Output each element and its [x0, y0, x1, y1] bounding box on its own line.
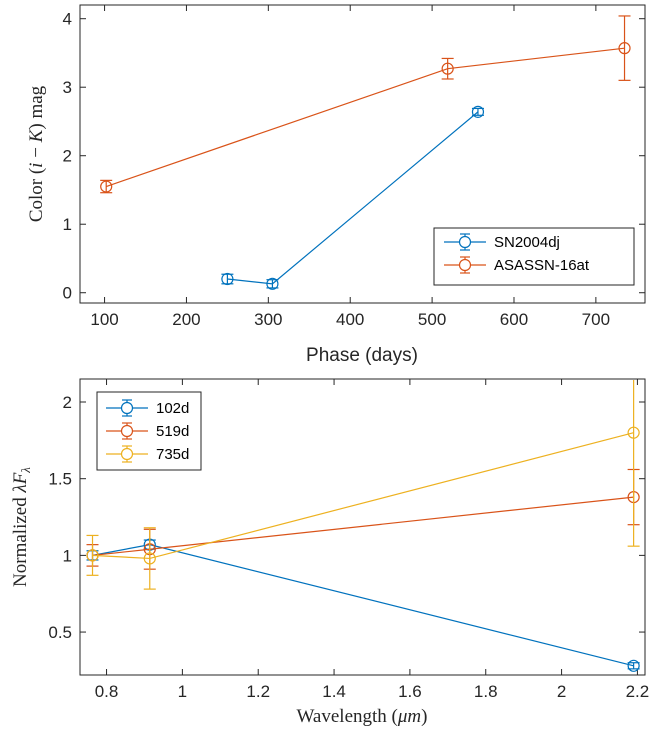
- x-tick-label: 1.8: [474, 682, 498, 701]
- data-point: [471, 105, 485, 118]
- y-axis-label-italic: λF: [10, 472, 31, 493]
- series-group: [100, 15, 631, 290]
- x-axis-label: Wavelength (μm): [297, 706, 428, 727]
- y-axis-label: Color (i − K) mag: [26, 85, 47, 222]
- x-tick-label: 1.4: [322, 682, 346, 701]
- y-axis-label-subscript: λ: [18, 467, 33, 474]
- x-tick-label: 1: [178, 682, 187, 701]
- x-tick-label: 200: [172, 310, 200, 329]
- y-tick-label: 2: [63, 147, 72, 166]
- series-group: [86, 380, 640, 672]
- data-point: [143, 552, 156, 565]
- legend-label: 519d: [156, 423, 189, 440]
- y-axis-label: Normalized λFλ: [10, 467, 33, 587]
- x-tick-label: 1.2: [246, 682, 270, 701]
- legend: SN2004dj ASASSN-16at: [433, 227, 635, 286]
- y-tick-label: 1: [63, 215, 72, 234]
- y-tick-label: 3: [63, 78, 72, 97]
- x-tick-label: 600: [500, 310, 528, 329]
- x-tick-label: 400: [336, 310, 364, 329]
- x-tick-label: 0.8: [95, 682, 119, 701]
- y-axis-label-text: ) mag: [26, 85, 47, 129]
- data-point: [86, 549, 99, 562]
- data-point: [441, 62, 454, 75]
- x-tick-label: 1.6: [398, 682, 422, 701]
- data-point: [627, 426, 640, 439]
- x-ticks: 100 200 300 400 500 600 700: [90, 5, 610, 329]
- y-axis-label-text: Normalized: [10, 493, 31, 587]
- y-tick-label: 2: [63, 393, 72, 412]
- legend-label: ASASSN-16at: [494, 257, 590, 274]
- y-ticks: 0.5 1 1.5 2: [48, 393, 645, 642]
- x-tick-label: 2: [557, 682, 566, 701]
- x-axis-label: Phase (days): [306, 345, 418, 366]
- y-tick-label: 1: [63, 546, 72, 565]
- data-point: [221, 272, 234, 286]
- legend-marker: [120, 424, 134, 438]
- y-ticks: 0 1 2 3 4: [63, 10, 645, 303]
- x-tick-label: 100: [90, 310, 118, 329]
- legend-label: 735d: [156, 446, 189, 463]
- legend-marker: [120, 447, 134, 461]
- legend-label: 102d: [156, 400, 189, 417]
- y-tick-label: 0.5: [48, 623, 72, 642]
- x-axis-label-italic: μm: [397, 706, 421, 727]
- x-axis-label-text: Wavelength (: [297, 706, 398, 727]
- y-axis-label-text: −: [26, 142, 47, 162]
- x-ticks: 0.8 1 1.2 1.4 1.6 1.8 2 2.2: [95, 379, 650, 701]
- legend-marker: [120, 401, 134, 415]
- y-tick-label: 1.5: [48, 470, 72, 489]
- y-tick-label: 0: [63, 284, 72, 303]
- legend: 102d 519d 735d: [96, 391, 202, 471]
- legend-marker: [458, 258, 472, 272]
- data-point: [266, 277, 279, 290]
- legend-label: SN2004dj: [494, 234, 560, 251]
- y-axis-label-text: Color (: [26, 168, 47, 222]
- y-axis-label-italic-k: K: [26, 128, 47, 143]
- sed-panel: 0.8 1 1.2 1.4 1.6 1.8 2 2.2 0.5 1 1.5 2 Wavelength…: [10, 378, 650, 727]
- x-tick-label: 300: [254, 310, 282, 329]
- x-axis-label-text: ): [421, 706, 427, 727]
- data-point: [618, 42, 631, 55]
- x-tick-label: 2.2: [626, 682, 650, 701]
- legend-marker: [458, 235, 472, 249]
- y-axis-label-italic-i: i: [26, 163, 47, 168]
- x-tick-label: 500: [418, 310, 446, 329]
- data-point: [627, 659, 640, 672]
- color-phase-panel: 100 200 300 400 500 600 700 0 1 2 3 4 Phase (days)…: [26, 4, 646, 366]
- x-tick-label: 700: [582, 310, 610, 329]
- y-tick-label: 4: [63, 10, 72, 29]
- data-point: [100, 180, 113, 193]
